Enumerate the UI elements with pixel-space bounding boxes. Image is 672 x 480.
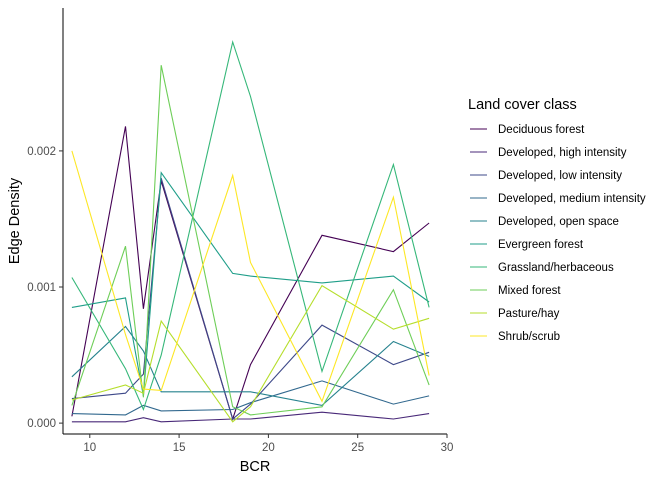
legend-label: Developed, low intensity (498, 170, 622, 182)
y-tick-label: 0.002 (27, 146, 56, 158)
series-line-7 (71, 65, 430, 416)
x-axis-title: BCR (240, 459, 271, 475)
x-tick-label: 25 (351, 442, 364, 454)
x-tick-label: 30 (441, 442, 454, 454)
x-tick-label: 10 (83, 442, 96, 454)
x-tick-label: 15 (173, 442, 186, 454)
legend-label: Developed, open space (498, 216, 619, 228)
legend: Land cover class Deciduous forest Develop… (468, 97, 646, 343)
x-tick-label: 20 (262, 442, 275, 454)
series-line-6 (71, 39, 430, 412)
legend-label: Pasture/hay (498, 308, 560, 320)
y-tick-label: 0.001 (27, 282, 56, 294)
series-line-4 (71, 325, 430, 406)
legend-label: Grassland/herbaceous (498, 262, 614, 274)
series-line-8 (71, 284, 430, 423)
series-line-9 (71, 150, 430, 403)
legend-label: Shrub/scrub (498, 331, 560, 343)
x-axis-ticks: 10 15 20 25 30 (83, 434, 453, 454)
series-line-2 (71, 177, 430, 420)
y-tick-label: 0.000 (27, 418, 56, 430)
legend-label: Mixed forest (498, 285, 561, 297)
legend-label: Developed, high intensity (498, 147, 627, 159)
legend-label: Developed, medium intensity (498, 193, 646, 205)
plot-area (71, 39, 430, 423)
y-axis-ticks: 0.000 0.001 0.002 (27, 146, 63, 430)
series-line-3 (71, 380, 430, 416)
legend-label: Evergreen forest (498, 239, 584, 251)
legend-label: Deciduous forest (498, 124, 585, 136)
y-axis-title: Edge Density (7, 177, 23, 264)
series-line-5 (71, 171, 430, 396)
legend-title: Land cover class (468, 97, 577, 113)
